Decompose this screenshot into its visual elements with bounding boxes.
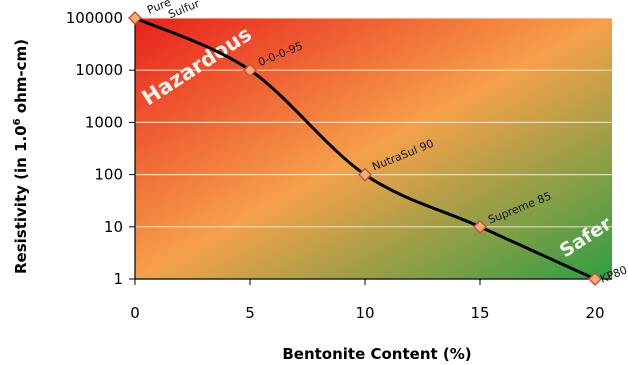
y-axis-title: Resistivity (in 1.06 ohm-cm) [12,39,30,274]
data-markers [128,11,602,286]
y-tick-label-5: 1 [113,270,123,288]
x-tick-label-3: 15 [470,304,489,322]
y-axis-title-superscript: 6 [12,118,23,125]
y-tick-label-3: 100 [94,166,123,184]
data-point-2 [358,167,372,182]
tick-labels: 100000 10000 1000 100 10 10 5 10 15 20 [66,9,605,322]
plot-background [135,18,612,279]
data-point-0 [128,11,142,25]
x-tick-label-1: 5 [245,304,255,322]
y-axis-title-unit: ohm-cm) [12,39,30,118]
y-axis-title-main: Resistivity (in 1.0 [12,125,30,274]
x-tick-label-4: 20 [585,304,604,322]
y-tick-label-2: 1000 [85,113,123,131]
x-tick-label-2: 10 [355,304,374,322]
x-axis-title: Bentonite Content (%) [282,345,471,363]
y-tick-label-0: 100000 [66,9,123,27]
y-tick-label-4: 10 [104,218,123,236]
x-tick-label-0: 0 [130,304,140,322]
data-point-1 [243,63,257,78]
y-tick-label-1: 10000 [75,61,123,79]
data-point-4 [588,272,602,286]
data-point-3 [473,219,487,234]
